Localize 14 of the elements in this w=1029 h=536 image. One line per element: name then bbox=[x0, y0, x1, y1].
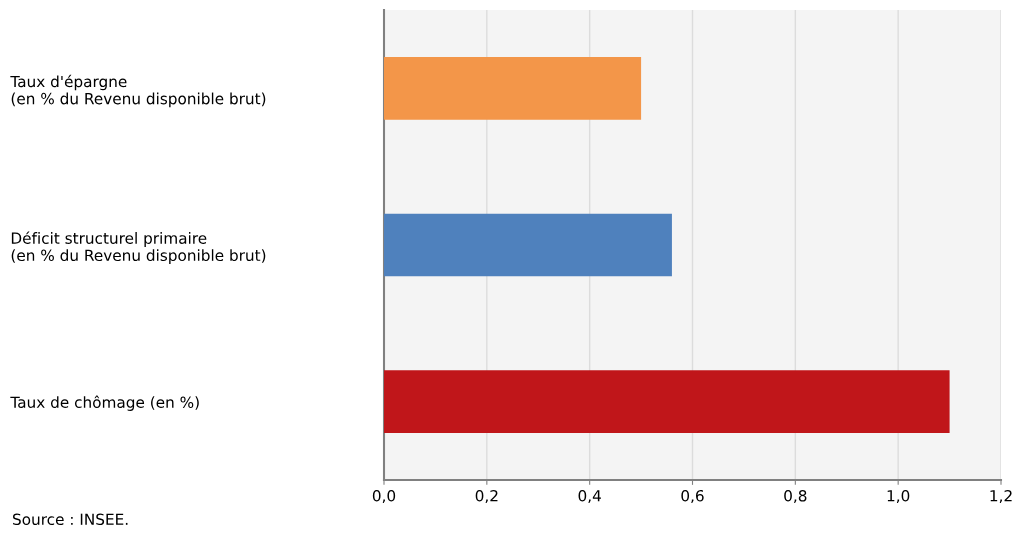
x-tick-label: 1,2 bbox=[990, 489, 1012, 504]
x-tick-label: 0,8 bbox=[784, 489, 807, 504]
y-tick-label: Taux d'épargne (en % du Revenu disponible brut) bbox=[10, 74, 266, 108]
y-tick-label: Déficit structurel primaire (en % du Revenu disponible brut) bbox=[11, 231, 266, 264]
bar bbox=[384, 370, 950, 433]
x-tick-label: 0,6 bbox=[681, 489, 704, 504]
x-tick-label: 0,2 bbox=[475, 489, 498, 504]
x-tick-label: 1,0 bbox=[887, 489, 910, 504]
bar bbox=[384, 57, 642, 120]
bar bbox=[384, 213, 672, 277]
x-tick-label: 0,0 bbox=[372, 489, 396, 504]
y-tick-label: Taux de chômage (en %) bbox=[10, 395, 199, 411]
x-tick-label: 0,4 bbox=[578, 489, 601, 504]
source-note: Source : INSEE. bbox=[13, 513, 128, 526]
